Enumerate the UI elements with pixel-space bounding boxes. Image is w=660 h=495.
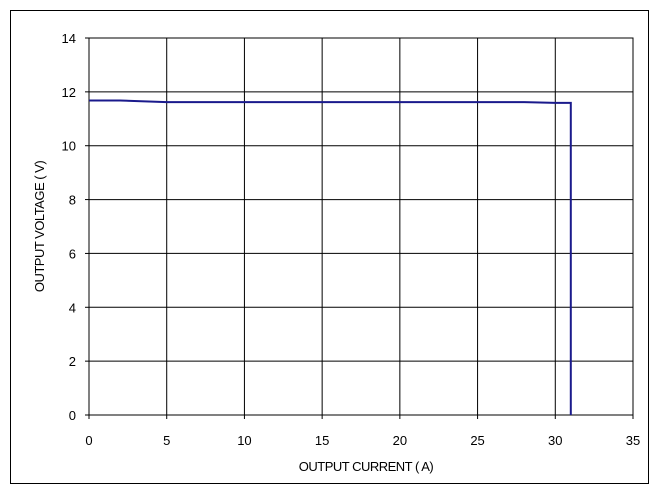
x-axis-label: OUTPUT CURRENT ( A)	[299, 459, 434, 474]
y-tick-label: 10	[62, 139, 76, 154]
y-tick-label: 8	[69, 193, 76, 208]
y-tick-label: 4	[69, 300, 76, 315]
y-tick-label: 12	[62, 85, 76, 100]
grid	[88, 37, 634, 416]
y-tick-label: 6	[69, 246, 76, 261]
series-group	[89, 99, 572, 415]
y-tick-label: 0	[69, 408, 76, 423]
y-tick-label: 14	[62, 31, 76, 46]
x-tick-label: 10	[237, 433, 251, 448]
x-tick-label: 0	[85, 433, 92, 448]
x-tick-label: 15	[315, 433, 329, 448]
y-tick-label: 2	[69, 354, 76, 369]
x-tick-label: 5	[163, 433, 170, 448]
y-axis-label: OUTPUT VOLTAGE ( V)	[32, 161, 47, 293]
y-axis-ticks: 0 2 4 6 8 10 12 14	[62, 31, 89, 423]
x-tick-label: 25	[470, 433, 484, 448]
x-axis-ticks: 0 5 10 15 20 25 30 35	[85, 415, 640, 448]
chart-frame	[10, 10, 649, 484]
series-line	[89, 99, 572, 415]
x-tick-label: 20	[393, 433, 407, 448]
x-tick-label: 30	[548, 433, 562, 448]
plot-area	[88, 37, 634, 416]
x-tick-label: 35	[626, 433, 640, 448]
